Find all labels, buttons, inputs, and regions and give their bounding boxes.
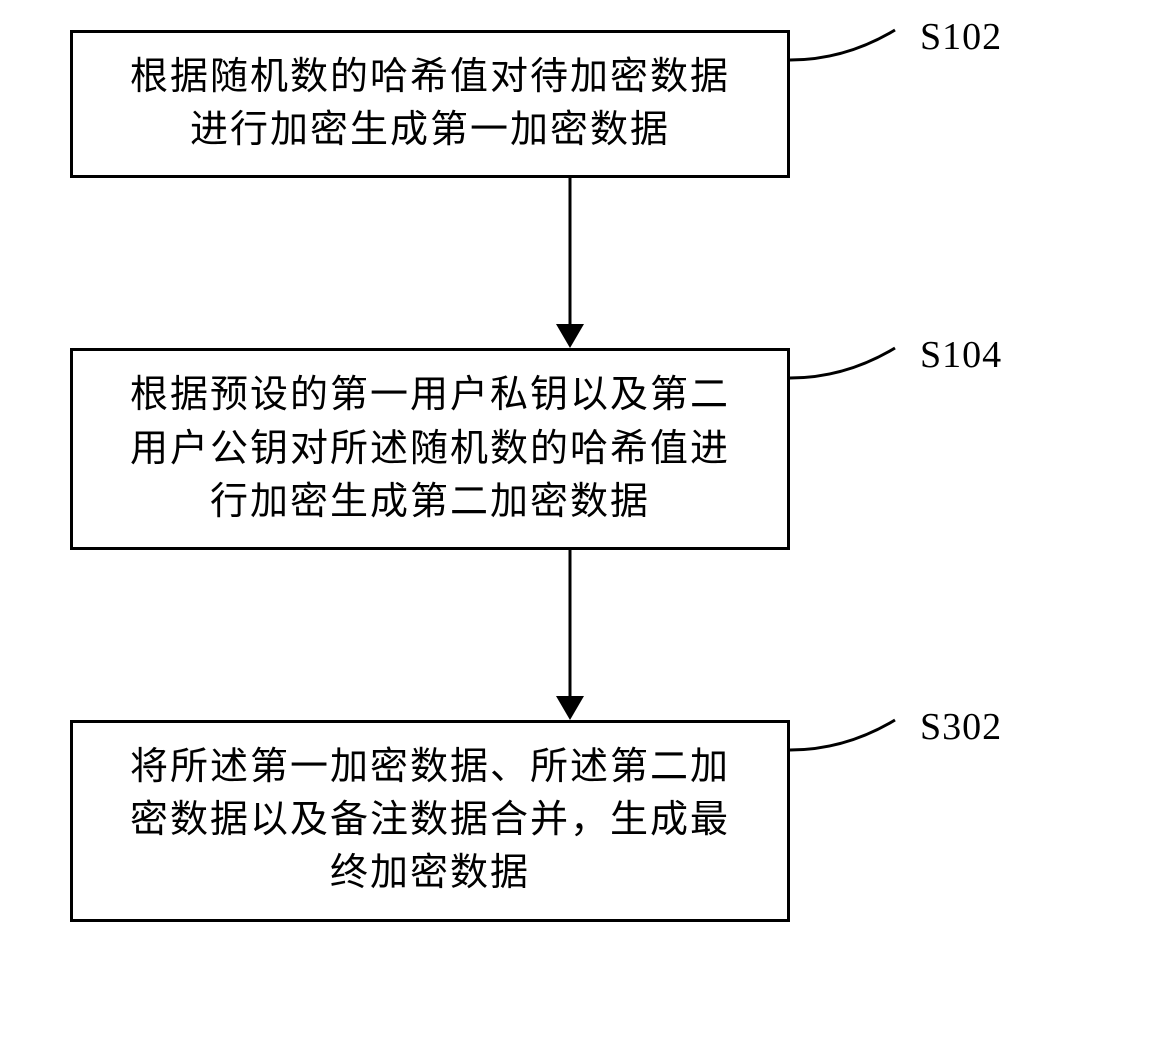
node-text-line: 密数据以及备注数据合并，生成最 [103,794,757,847]
node-text-line: 行加密生成第二加密数据 [103,476,757,529]
node-text-line: 根据随机数的哈希值对待加密数据 [103,51,757,104]
node-text-line: 进行加密生成第一加密数据 [103,104,757,157]
node-text-line: 用户公钥对所述随机数的哈希值进 [103,423,757,476]
node-text-line: 根据预设的第一用户私钥以及第二 [103,369,757,422]
flowchart-arrow [210,550,930,720]
node-label-s102: S102 [920,15,1002,59]
node-text-line: 将所述第一加密数据、所述第二加 [103,741,757,794]
flowchart-node-s102: 根据随机数的哈希值对待加密数据 进行加密生成第一加密数据 [70,30,790,178]
flowchart-arrow [210,178,930,348]
node-label-s302: S302 [920,705,1002,749]
node-label-s104: S104 [920,333,1002,377]
node-text-line: 终加密数据 [103,847,757,900]
flowchart-node-s302: 将所述第一加密数据、所述第二加 密数据以及备注数据合并，生成最 终加密数据 [70,720,790,922]
flowchart-container: 根据随机数的哈希值对待加密数据 进行加密生成第一加密数据 S102 根据预设的第… [70,30,1070,922]
flowchart-node-s104: 根据预设的第一用户私钥以及第二 用户公钥对所述随机数的哈希值进 行加密生成第二加… [70,348,790,550]
